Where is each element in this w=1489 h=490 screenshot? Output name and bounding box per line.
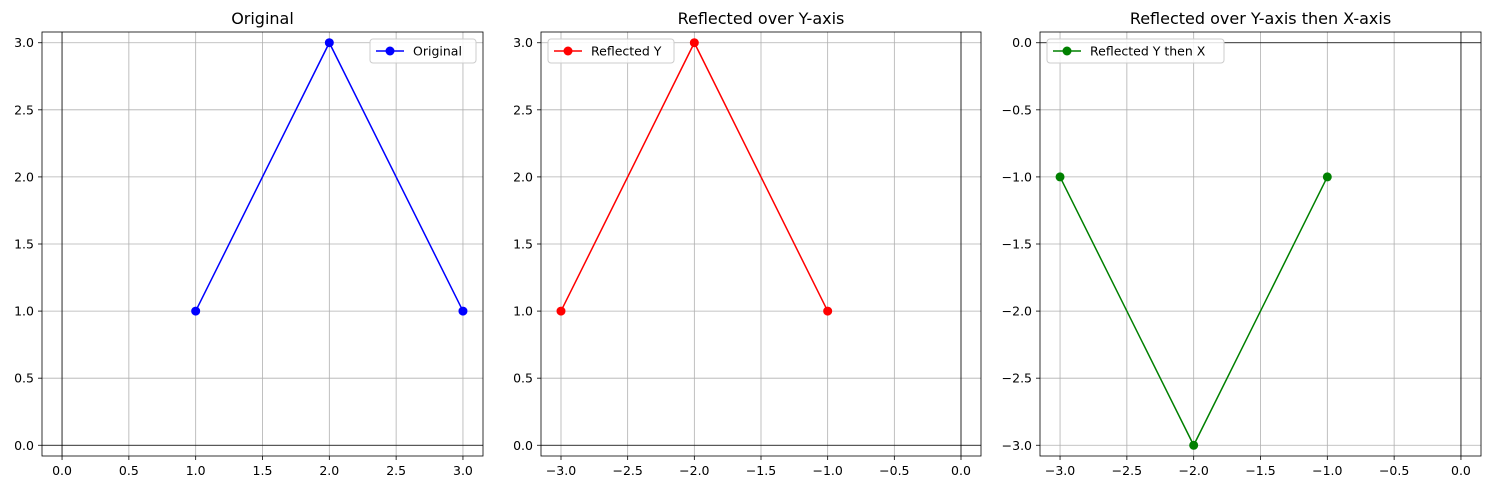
y-tick-label: 1.5 <box>14 237 34 252</box>
y-tick-label: 3.0 <box>513 35 533 50</box>
x-tick-label: −1.5 <box>746 463 776 478</box>
data-point <box>1055 172 1065 182</box>
chart-panel-3: −3.0 −2.5 −2.0 −1.5 −1.0 −0.5 0.0 0.0 −0.5 −1.0 −1… <box>1002 9 1482 478</box>
y-tick-label: −1.5 <box>1002 237 1032 252</box>
y-tick-label: 2.5 <box>513 102 533 117</box>
legend-label: Original <box>413 44 462 59</box>
legend-box <box>1046 38 1225 64</box>
x-tick-label: 2.5 <box>386 463 406 478</box>
x-tick-label: 0.5 <box>119 463 139 478</box>
chart-panel-2: −3.0 −2.5 −2.0 −1.5 −1.0 −0.5 0.0 0.0 0.5 1.0 1.5 2… <box>513 9 982 478</box>
data-point <box>458 306 468 316</box>
legend-marker <box>1062 46 1072 56</box>
y-tick-label: 2.0 <box>14 169 34 184</box>
legend-box <box>547 38 675 64</box>
x-tick-label: −2.5 <box>612 463 642 478</box>
y-tick-label: 1.0 <box>14 304 34 319</box>
y-tick-label: 3.0 <box>14 35 34 50</box>
x-tick-label: −2.0 <box>679 463 709 478</box>
data-point <box>191 306 201 316</box>
y-tick-label: 2.0 <box>513 169 533 184</box>
x-tick-label: 1.5 <box>253 463 273 478</box>
y-tick-label: −0.5 <box>1002 102 1032 117</box>
y-tick-label: 1.0 <box>513 304 533 319</box>
legend-marker <box>385 46 395 56</box>
x-tick-label: −1.5 <box>1245 463 1275 478</box>
legend-label: Reflected Y <box>591 44 662 59</box>
data-point <box>823 306 833 316</box>
x-tick-label: 0.0 <box>951 463 971 478</box>
chart-panel-1: 0.0 0.5 1.0 1.5 2.0 2.5 3.0 0.0 0.5 1.0 1.5 2.0 2.5 3… <box>14 9 484 478</box>
legend-marker <box>563 46 573 56</box>
data-point <box>1322 172 1332 182</box>
legend-label: Reflected Y then X <box>1090 44 1206 59</box>
y-tick-label: −2.0 <box>1002 304 1032 319</box>
data-point <box>556 306 566 316</box>
data-point <box>324 38 334 48</box>
chart-title: Reflected over Y-axis then X-axis <box>1130 9 1391 28</box>
x-tick-label: 1.0 <box>186 463 206 478</box>
x-tick-label: −0.5 <box>879 463 909 478</box>
legend: Original <box>369 38 477 64</box>
y-tick-label: 0.5 <box>14 371 34 386</box>
x-tick-label: −3.0 <box>1045 463 1075 478</box>
legend: Reflected Y <box>547 38 675 64</box>
x-tick-label: 0.0 <box>1451 463 1471 478</box>
chart-title: Reflected over Y-axis <box>678 9 845 28</box>
chart-title: Original <box>231 9 294 28</box>
x-tick-label: −2.5 <box>1112 463 1142 478</box>
legend: Reflected Y then X <box>1046 38 1225 64</box>
y-tick-label: −2.5 <box>1002 371 1032 386</box>
y-tick-label: −1.0 <box>1002 169 1032 184</box>
y-tick-label: 0.5 <box>513 371 533 386</box>
x-tick-label: −1.0 <box>1312 463 1342 478</box>
legend-box <box>369 38 477 64</box>
data-point <box>689 38 699 48</box>
x-tick-label: −2.0 <box>1179 463 1209 478</box>
x-tick-label: −3.0 <box>546 463 576 478</box>
x-tick-label: 3.0 <box>453 463 473 478</box>
x-tick-label: −1.0 <box>812 463 842 478</box>
y-tick-label: 1.5 <box>513 237 533 252</box>
y-tick-label: 0.0 <box>1012 35 1032 50</box>
y-tick-label: −3.0 <box>1002 438 1032 453</box>
x-tick-label: 0.0 <box>52 463 72 478</box>
x-tick-label: 2.0 <box>319 463 339 478</box>
y-tick-label: 2.5 <box>14 102 34 117</box>
y-tick-label: 0.0 <box>513 438 533 453</box>
data-point <box>1189 440 1199 450</box>
y-tick-label: 0.0 <box>14 438 34 453</box>
x-tick-label: −0.5 <box>1379 463 1409 478</box>
